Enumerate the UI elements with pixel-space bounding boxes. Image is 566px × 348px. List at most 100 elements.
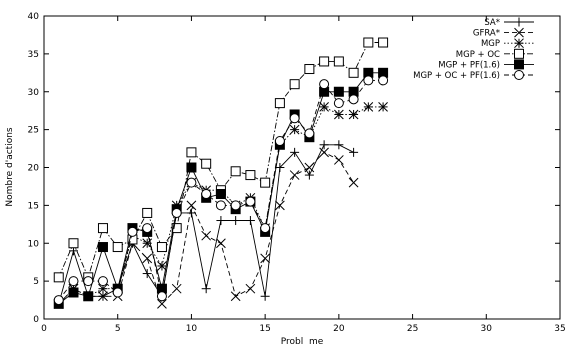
legend-item: MGP + OC — [456, 48, 534, 60]
data-point-marker — [333, 86, 344, 97]
legend-item: GFRA* — [473, 27, 534, 39]
data-point-marker — [230, 200, 241, 211]
data-point-marker — [53, 295, 64, 306]
data-point-marker — [334, 140, 344, 150]
data-point-marker — [142, 253, 153, 264]
data-point-marker — [274, 135, 285, 146]
x-tick-label: 15 — [259, 324, 270, 334]
data-point-marker — [68, 238, 79, 249]
data-point-marker — [83, 291, 94, 302]
series-line — [58, 79, 384, 301]
y-tick-label: 35 — [28, 50, 39, 60]
data-point-marker — [319, 147, 329, 158]
data-point-marker — [304, 128, 315, 139]
data-point-marker — [157, 261, 167, 271]
data-point-marker — [230, 166, 241, 177]
y-axis-label: Nombre d'actions — [5, 127, 15, 207]
legend-item: MGP + PF(1.6) — [438, 59, 534, 70]
data-point-marker — [186, 147, 197, 158]
data-point-marker — [363, 37, 374, 48]
data-point-marker — [112, 242, 123, 253]
series-layer — [53, 37, 389, 309]
data-point-marker — [275, 200, 285, 211]
data-point-marker — [514, 38, 524, 49]
data-point-marker — [363, 75, 374, 86]
data-point-marker — [514, 48, 524, 59]
x-tick-label: 0 — [41, 324, 47, 334]
data-point-marker — [83, 276, 94, 287]
data-point-marker — [290, 147, 300, 157]
data-point-marker — [142, 207, 153, 218]
data-point-marker — [514, 59, 524, 70]
data-point-marker — [186, 162, 197, 173]
y-tick-label: 20 — [28, 164, 40, 174]
data-point-marker — [348, 109, 359, 120]
data-point-marker — [171, 223, 182, 234]
data-point-marker — [231, 216, 241, 226]
series-3 — [53, 37, 389, 283]
legend-label: SA* — [484, 18, 500, 28]
legend-item: MGP + OC + PF(1.6) — [413, 70, 534, 81]
data-point-marker — [201, 189, 212, 200]
data-point-marker — [304, 170, 314, 180]
data-point-marker — [215, 189, 226, 200]
legend-label: MGP — [481, 39, 500, 49]
series-5 — [53, 75, 389, 306]
data-point-marker — [245, 216, 255, 226]
y-tick-label: 10 — [28, 239, 40, 249]
data-point-marker — [260, 253, 270, 264]
axis-ticks: 0 5 10 15 20 25 30 35 0 5 10 15 20 25 30 35 40 — [28, 12, 566, 334]
data-point-marker — [98, 291, 108, 302]
y-tick-label: 40 — [28, 12, 40, 22]
data-point-marker — [216, 238, 226, 249]
data-point-marker — [260, 177, 271, 188]
data-point-marker — [156, 242, 167, 253]
data-point-marker — [112, 287, 123, 298]
data-point-marker — [171, 283, 182, 294]
data-point-marker — [260, 223, 271, 234]
data-point-marker — [171, 207, 182, 218]
data-point-marker — [245, 283, 256, 294]
data-point-marker — [319, 79, 330, 90]
data-point-marker — [349, 147, 359, 157]
data-point-marker — [289, 170, 300, 180]
data-point-marker — [245, 196, 256, 207]
data-point-marker — [156, 291, 167, 302]
data-point-marker — [333, 98, 344, 109]
data-point-marker — [68, 287, 79, 298]
data-point-marker — [142, 269, 152, 279]
data-point-marker — [260, 291, 270, 301]
x-tick-label: 30 — [481, 324, 493, 334]
legend-item: MGP — [481, 38, 534, 49]
data-point-marker — [186, 200, 197, 211]
data-point-marker — [186, 177, 197, 188]
data-point-marker — [245, 170, 256, 181]
y-tick-label: 0 — [33, 315, 39, 325]
data-point-marker — [348, 177, 359, 188]
x-tick-label: 5 — [115, 324, 121, 334]
data-point-marker — [186, 208, 196, 218]
data-point-marker — [230, 291, 241, 302]
x-axis-label: Probl me — [281, 337, 324, 347]
data-point-marker — [363, 102, 374, 112]
legend-label: GFRA* — [473, 29, 500, 39]
data-point-marker — [142, 223, 153, 234]
data-point-marker — [378, 37, 389, 48]
x-tick-label: 35 — [554, 324, 565, 334]
data-point-marker — [201, 284, 211, 294]
data-point-marker — [289, 124, 300, 135]
data-point-marker — [514, 27, 524, 38]
data-point-marker — [378, 75, 389, 86]
data-point-marker — [289, 113, 300, 124]
data-point-marker — [514, 17, 524, 27]
data-point-marker — [378, 102, 388, 112]
data-point-marker — [514, 70, 524, 80]
data-point-marker — [319, 102, 329, 112]
data-point-marker — [97, 223, 108, 234]
data-point-marker — [127, 226, 138, 237]
legend-label: MGP + PF(1.6) — [438, 60, 500, 70]
data-point-marker — [289, 79, 300, 90]
data-point-marker — [274, 98, 285, 109]
data-point-marker — [157, 298, 167, 309]
